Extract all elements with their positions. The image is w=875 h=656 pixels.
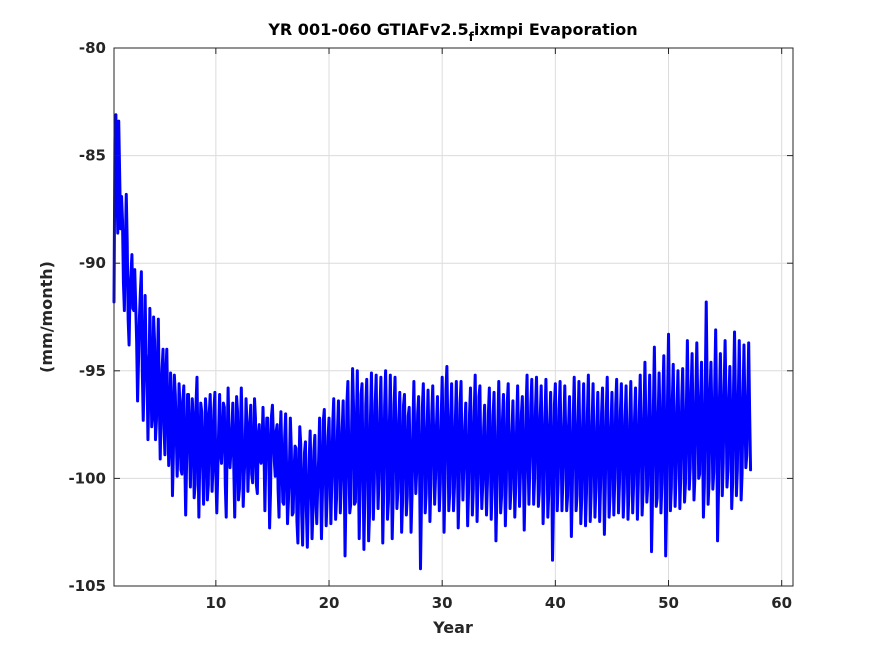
x-tick-label: 50 xyxy=(658,594,679,612)
chart-title-end: ixmpi Evaporation xyxy=(474,20,638,39)
series-line xyxy=(112,113,753,571)
chart-title-subscript: f xyxy=(469,30,475,44)
x-axis-label: Year xyxy=(432,618,473,637)
tick-marks xyxy=(114,47,793,587)
plot-frame xyxy=(113,47,794,587)
y-tick-label: -105 xyxy=(68,577,106,595)
chart-title-main: YR 001-060 GTIAFv2.5 xyxy=(267,20,468,39)
y-tick-label: -95 xyxy=(79,362,106,380)
series-layer xyxy=(112,113,753,571)
y-axis-label: (mm/month) xyxy=(37,261,56,373)
y-tick-label: -80 xyxy=(79,39,106,57)
plot-area xyxy=(112,47,794,587)
y-tick-label: -100 xyxy=(68,469,106,487)
y-tick-label: -85 xyxy=(79,147,106,165)
chart-title: YR 001-060 GTIAFv2.5fixmpi Evaporation xyxy=(267,20,637,44)
x-tick-label: 60 xyxy=(771,594,792,612)
y-tick-label: -90 xyxy=(79,254,106,272)
y-tick-labels: -105 -100 -95 -90 -85 -80 xyxy=(68,39,106,595)
x-tick-label: 10 xyxy=(205,594,226,612)
x-tick-label: 20 xyxy=(319,594,340,612)
x-tick-labels: 10 20 30 40 50 60 xyxy=(205,594,792,612)
x-tick-label: 30 xyxy=(432,594,453,612)
x-tick-label: 40 xyxy=(545,594,566,612)
